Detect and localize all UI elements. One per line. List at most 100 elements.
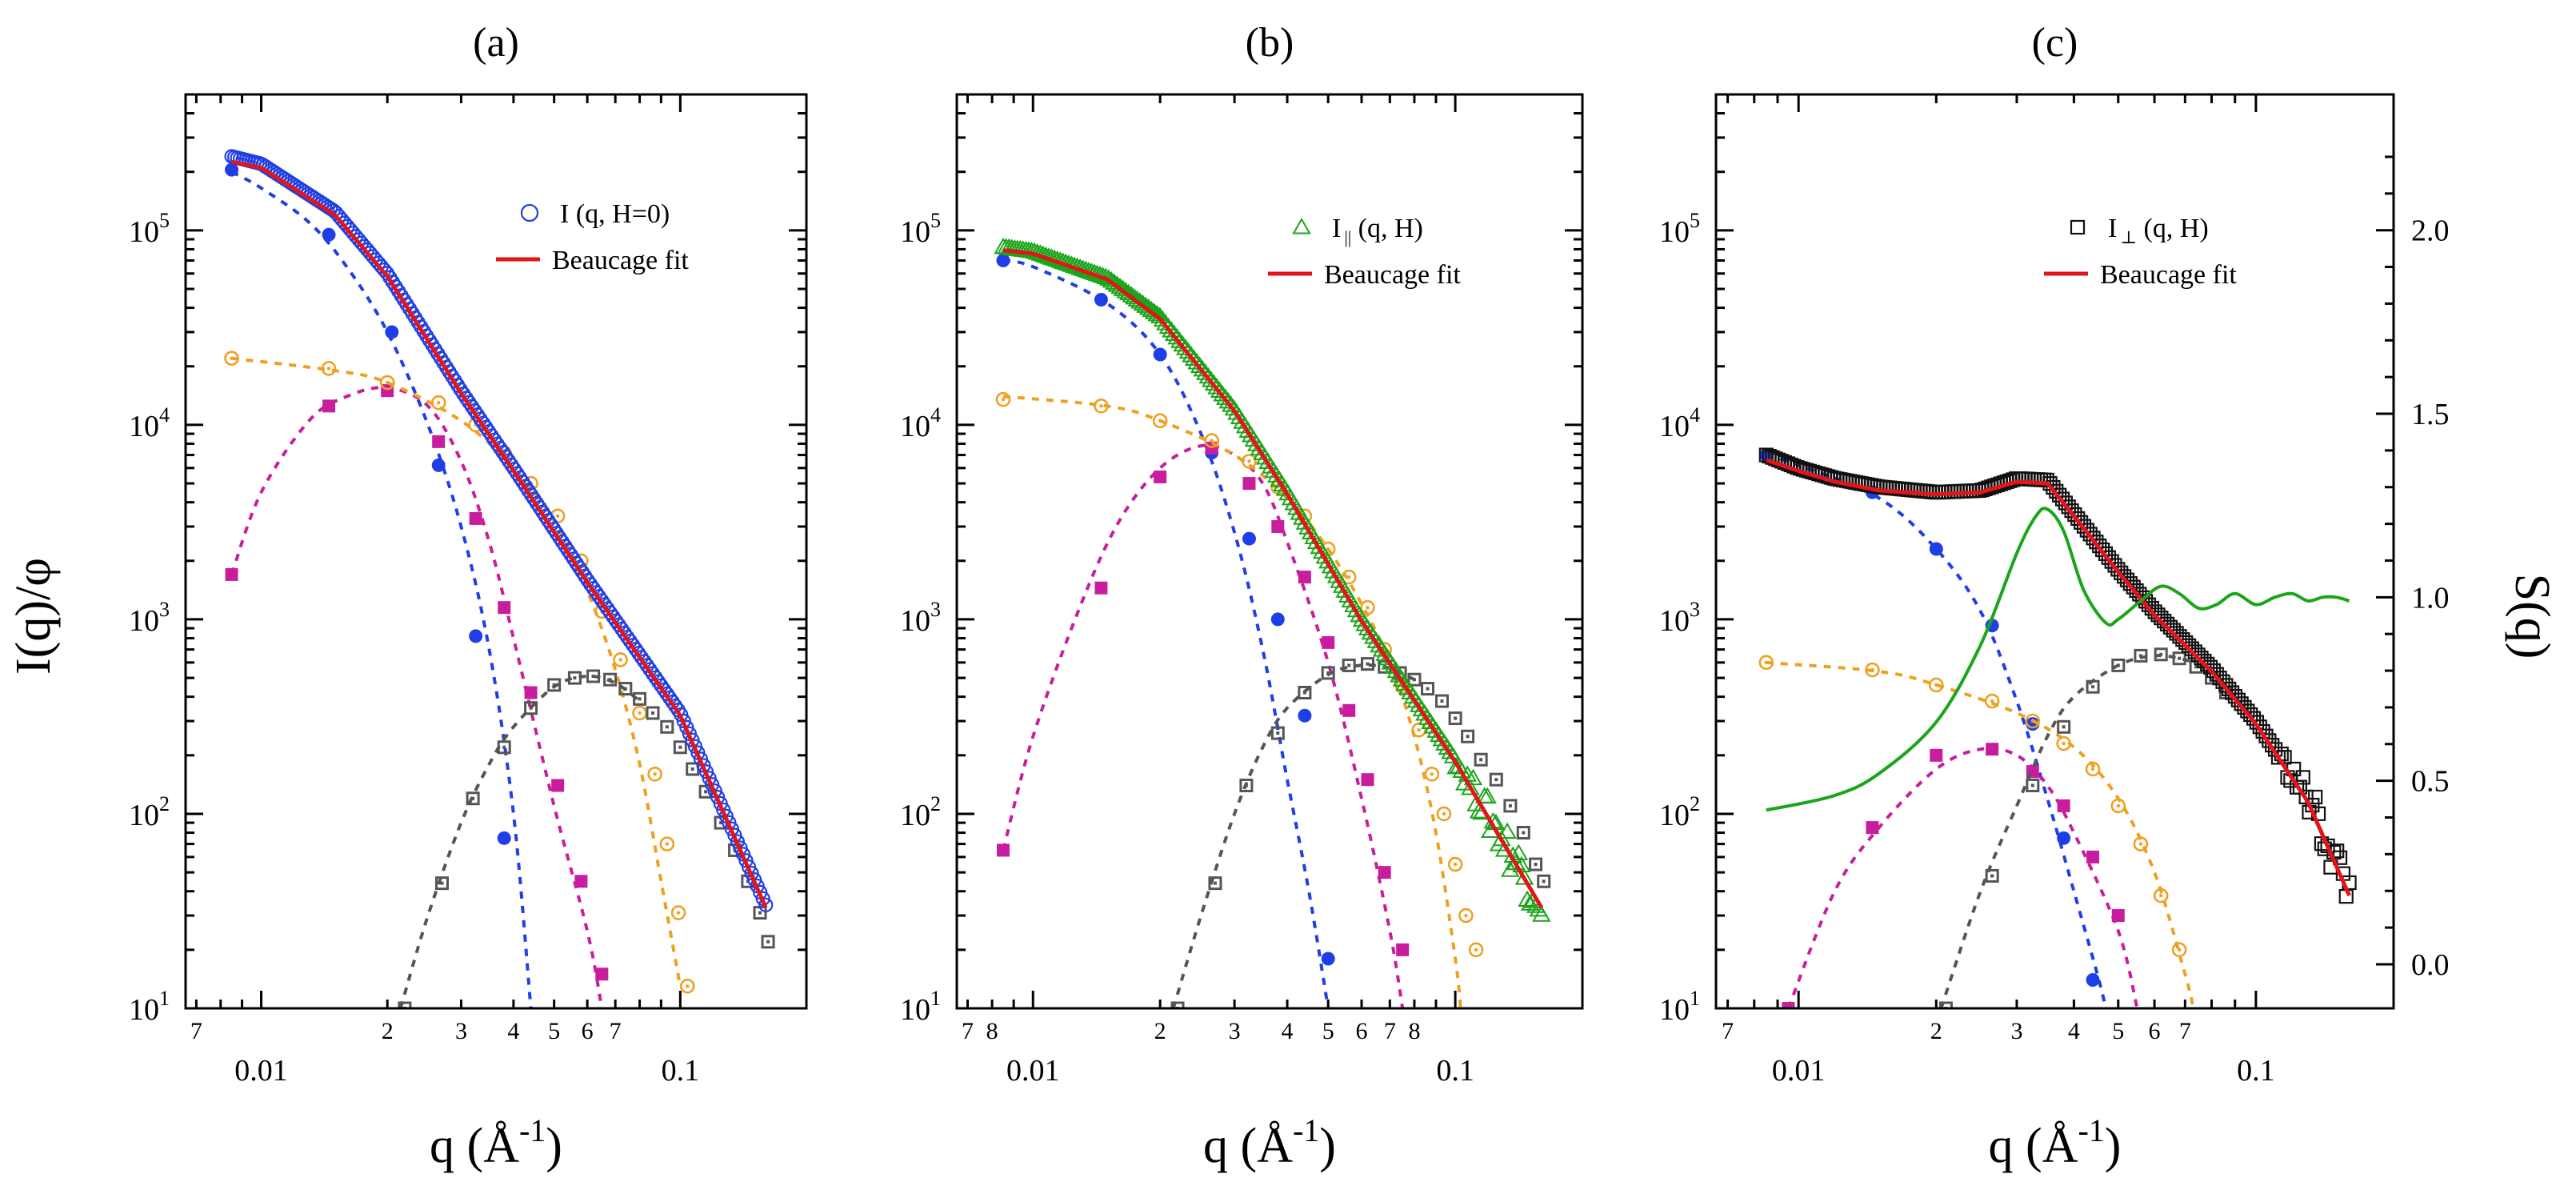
- component-marker: [1298, 571, 1311, 584]
- component-marker-dot: [2159, 652, 2163, 656]
- data-marker: [1509, 843, 1529, 860]
- component-marker-dot: [638, 711, 642, 715]
- component-marker: [1458, 908, 1474, 924]
- component-marker-dot: [665, 842, 670, 846]
- component-marker-dot: [1247, 459, 1251, 463]
- component-marker-dot: [653, 772, 657, 776]
- component-marker-dot: [1990, 699, 1994, 703]
- component-marker: [2110, 798, 2126, 814]
- component-marker: [398, 1001, 412, 1008]
- component-marker-dot: [2138, 842, 2143, 846]
- fit-curve: [1766, 458, 2351, 897]
- y-tick-label: 102: [900, 792, 941, 832]
- component-marker-dot: [690, 767, 694, 771]
- component-marker-dot: [1534, 863, 1538, 867]
- component-marker-dot: [1366, 662, 1370, 666]
- plot-area: [1758, 447, 2357, 1008]
- component-marker: [1529, 857, 1543, 871]
- component-marker: [1929, 542, 1943, 556]
- component-marker-dot: [618, 658, 622, 662]
- component-marker: [1865, 662, 1880, 678]
- legend-marker-swatch: [2070, 219, 2086, 235]
- x-minor-label: 3: [1229, 1018, 1241, 1044]
- component-marker-dot: [1464, 913, 1468, 918]
- component-marker: [1341, 569, 1357, 585]
- component-marker: [225, 567, 238, 581]
- component-marker-dot: [1158, 419, 1162, 423]
- component-marker-dot: [1099, 404, 1103, 408]
- component-marker-dot: [1764, 660, 1769, 665]
- component-marker-dot: [555, 514, 560, 518]
- y-tick-label: 102: [129, 792, 170, 832]
- component-marker: [2057, 719, 2071, 734]
- component-marker: [1782, 1002, 1795, 1008]
- component-marker: [385, 325, 399, 339]
- component-marker: [2086, 972, 2100, 987]
- component-level-2-guinier: [995, 391, 1484, 1008]
- y-tick-label: 101: [900, 987, 941, 1027]
- component-marker: [761, 935, 775, 949]
- component-marker: [1152, 413, 1168, 429]
- data-marker: [1506, 853, 1526, 871]
- component-marker-dot: [2062, 741, 2066, 746]
- panel-title: (a): [473, 20, 519, 66]
- component-marker: [574, 875, 588, 888]
- x-minor-label: 7: [610, 1018, 622, 1044]
- component-marker: [613, 652, 628, 667]
- x-minor-label: 6: [1355, 1018, 1367, 1044]
- component-marker: [1448, 711, 1462, 726]
- component-marker-dot: [2030, 719, 2035, 723]
- component-marker: [567, 671, 582, 685]
- component-marker: [1396, 943, 1410, 956]
- component-marker: [2172, 651, 2186, 666]
- data-marker: [1478, 787, 1497, 804]
- component-guinier-level-1: [225, 162, 533, 1008]
- component-curve: [1786, 747, 2139, 1008]
- x-minor-label: 2: [1930, 1018, 1942, 1044]
- component-marker-dot: [1346, 575, 1351, 579]
- panel-title: (b): [1246, 20, 1294, 66]
- component-level-2-guinier: [224, 351, 695, 994]
- component-marker: [1361, 773, 1374, 787]
- y-tick-label: 105: [900, 209, 941, 249]
- component-marker: [2085, 761, 2101, 777]
- component-marker-dot: [758, 911, 762, 915]
- legend: I || (q, H) Beaucage fit: [1268, 214, 1461, 290]
- component-curve: [1002, 443, 1405, 1008]
- legend-label: Beaucage fit: [1324, 260, 1461, 290]
- x-minor-label: 6: [2149, 1018, 2161, 1044]
- data-marker: [1498, 822, 1517, 839]
- legend-label: Beaucage fit: [552, 246, 689, 275]
- component-marker-dot: [719, 821, 723, 825]
- y-tick-label: 105: [129, 209, 170, 249]
- component-marker-dot: [1466, 735, 1470, 739]
- component-marker: [1204, 433, 1219, 448]
- legend-marker-swatch: [520, 203, 539, 222]
- component-marker-dot: [2178, 656, 2182, 660]
- component-marker: [1242, 477, 1256, 491]
- component-marker-dot: [1542, 879, 1546, 883]
- legend-label: I || (q, H): [1332, 214, 1423, 247]
- component-level-2-peak: [996, 441, 1410, 1008]
- component-marker: [1758, 655, 1774, 671]
- component-marker-dot: [678, 745, 682, 749]
- component-marker-dot: [1494, 778, 1498, 782]
- component-marker-dot: [326, 367, 331, 371]
- y-tick-label: 105: [1659, 209, 1700, 249]
- component-marker-dot: [2062, 725, 2066, 729]
- x-minor-label: 8: [1408, 1018, 1420, 1044]
- component-level-3-peak: [398, 669, 775, 1008]
- component-marker-dot: [2090, 767, 2095, 771]
- component-marker: [379, 375, 395, 391]
- data-marker: [758, 897, 774, 912]
- component-marker: [1407, 672, 1422, 687]
- component-marker: [2025, 713, 2041, 729]
- component-marker-dot: [1366, 605, 1370, 610]
- component-marker-dot: [1440, 699, 1444, 703]
- component-marker: [432, 435, 446, 448]
- component-marker: [2057, 799, 2070, 812]
- x-minor-label: 7: [2179, 1018, 2191, 1044]
- component-marker: [469, 629, 483, 643]
